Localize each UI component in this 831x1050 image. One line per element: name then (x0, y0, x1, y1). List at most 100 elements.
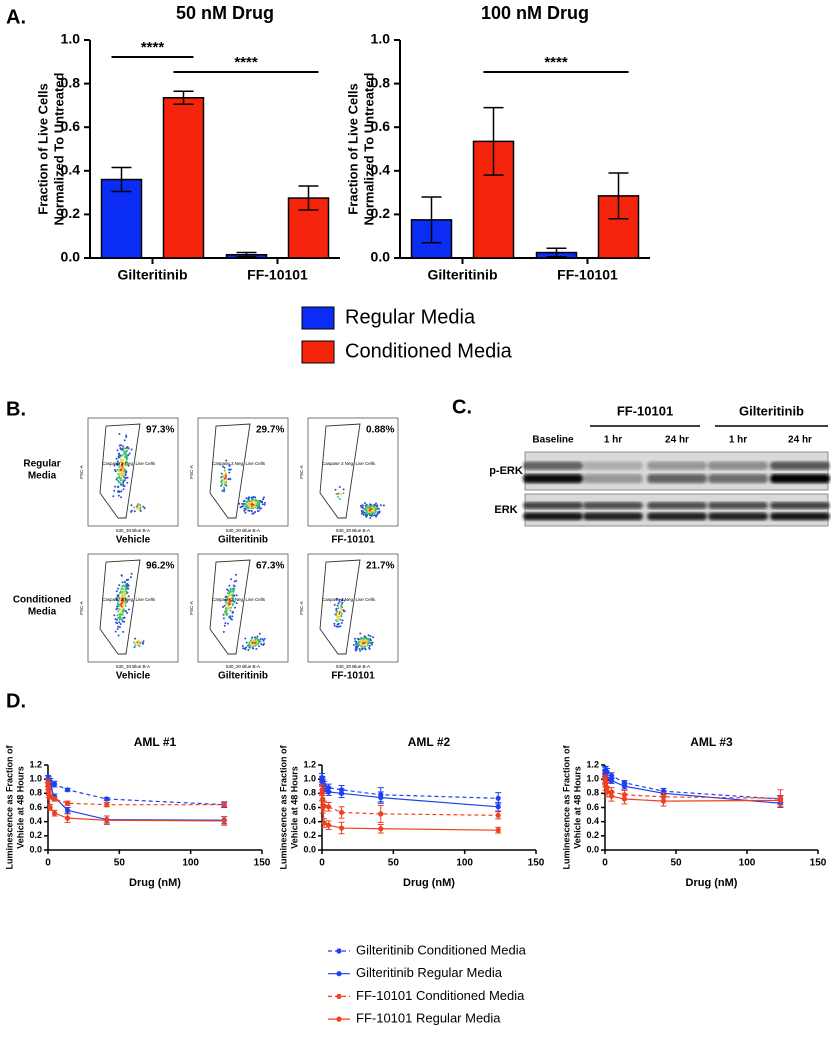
point (338, 790, 345, 796)
flow-event (367, 510, 369, 513)
panel-label: C. (452, 396, 472, 418)
flow-event (342, 488, 345, 491)
y-tick-label: 1.0 (371, 31, 391, 47)
row-label: Regular (23, 459, 60, 470)
flow-event (340, 614, 343, 617)
flow-event (118, 621, 121, 624)
flow-event (231, 600, 234, 602)
flow-event (249, 641, 252, 644)
flow-gate (99, 559, 141, 655)
flow-event (122, 485, 125, 487)
flow-event (123, 476, 126, 479)
flow-event (253, 636, 256, 639)
panel-label: B. (6, 398, 26, 420)
flow-event (118, 477, 121, 480)
flow-y-axis: FSC-A (189, 465, 194, 479)
flow-event (118, 584, 121, 587)
flow-event (254, 641, 257, 644)
flow-event (113, 489, 116, 492)
flow-event (117, 599, 120, 602)
flow-event (142, 640, 145, 643)
x-tick-label: 0 (602, 858, 608, 869)
flow-event (122, 630, 125, 633)
flow-event (366, 640, 369, 643)
x-tick-label: 50 (670, 858, 682, 869)
chart-title: AML #3 (690, 735, 733, 749)
flow-event (247, 498, 250, 500)
flow-event (336, 604, 339, 607)
lane-label: 24 hr (665, 435, 689, 446)
flow-event (118, 462, 121, 464)
flow-event (362, 640, 364, 643)
flow-event (121, 462, 124, 465)
flow-event (117, 608, 120, 611)
flow-event (338, 610, 341, 613)
flow-event (256, 635, 259, 638)
y-tick-label: 1.2 (29, 759, 42, 769)
flow-event (371, 510, 374, 512)
flow-event (263, 501, 266, 504)
chart-title: AML #1 (134, 735, 177, 749)
flow-event (336, 495, 339, 498)
flow-event (229, 615, 231, 618)
row-label: ERK (494, 504, 517, 516)
flow-event (116, 602, 119, 604)
point (338, 825, 345, 831)
flow-x-axis: 530_30 Blue B-A (116, 528, 150, 533)
flow-event (363, 643, 366, 646)
flow-event (127, 595, 130, 598)
blot-band (770, 512, 830, 521)
flow-event (372, 514, 374, 517)
flow-event (244, 503, 247, 505)
point (64, 787, 71, 793)
flow-event (113, 464, 116, 467)
flow-event (367, 506, 370, 509)
flow-event (337, 492, 340, 495)
flow-event (225, 607, 228, 610)
flow-event (121, 601, 124, 604)
chart-title: 100 nM Drug (481, 3, 589, 23)
flow-event (130, 504, 133, 507)
flow-event (124, 605, 127, 607)
y-axis-label: Normalized To Untreated (361, 72, 376, 225)
gate-label: Caspase 3 Neg, Live Cells (212, 461, 266, 466)
flow-event (128, 608, 130, 611)
flow-event (134, 644, 137, 647)
flow-event (245, 497, 248, 500)
flow-event (139, 510, 142, 512)
flow-event (223, 490, 226, 493)
flow-event (122, 459, 125, 462)
y-axis-label: Vehicle at 48 Hours (572, 766, 582, 849)
flow-event (229, 468, 232, 471)
flow-event (123, 580, 126, 583)
flow-event (124, 596, 127, 598)
significance-label: **** (234, 54, 258, 71)
flow-event (222, 606, 225, 608)
column-label: FF-10101 (331, 535, 375, 546)
flow-event (247, 509, 250, 512)
flow-event (359, 649, 362, 652)
flow-event (366, 644, 369, 647)
x-tick-label: FF-10101 (557, 267, 618, 283)
flow-event (117, 587, 120, 590)
flow-event (371, 641, 374, 644)
point (338, 809, 345, 816)
flow-event (360, 504, 363, 507)
flow-event (338, 598, 341, 601)
gate-percentage: 29.7% (256, 425, 284, 436)
flow-event (231, 604, 234, 607)
point (777, 797, 783, 804)
flow-event (126, 600, 129, 603)
flow-x-axis: 530_30 Blue B-A (336, 664, 370, 669)
flow-event (356, 646, 359, 648)
flow-event (118, 618, 121, 621)
flow-event (369, 642, 372, 644)
flow-event (122, 606, 124, 609)
flow-event (112, 495, 115, 498)
y-tick-label: 0.6 (61, 118, 81, 134)
x-tick-label: 100 (182, 858, 199, 869)
significance-label: **** (544, 54, 568, 71)
flow-event (360, 509, 363, 512)
flow-event (360, 642, 363, 645)
flow-event (248, 646, 251, 649)
